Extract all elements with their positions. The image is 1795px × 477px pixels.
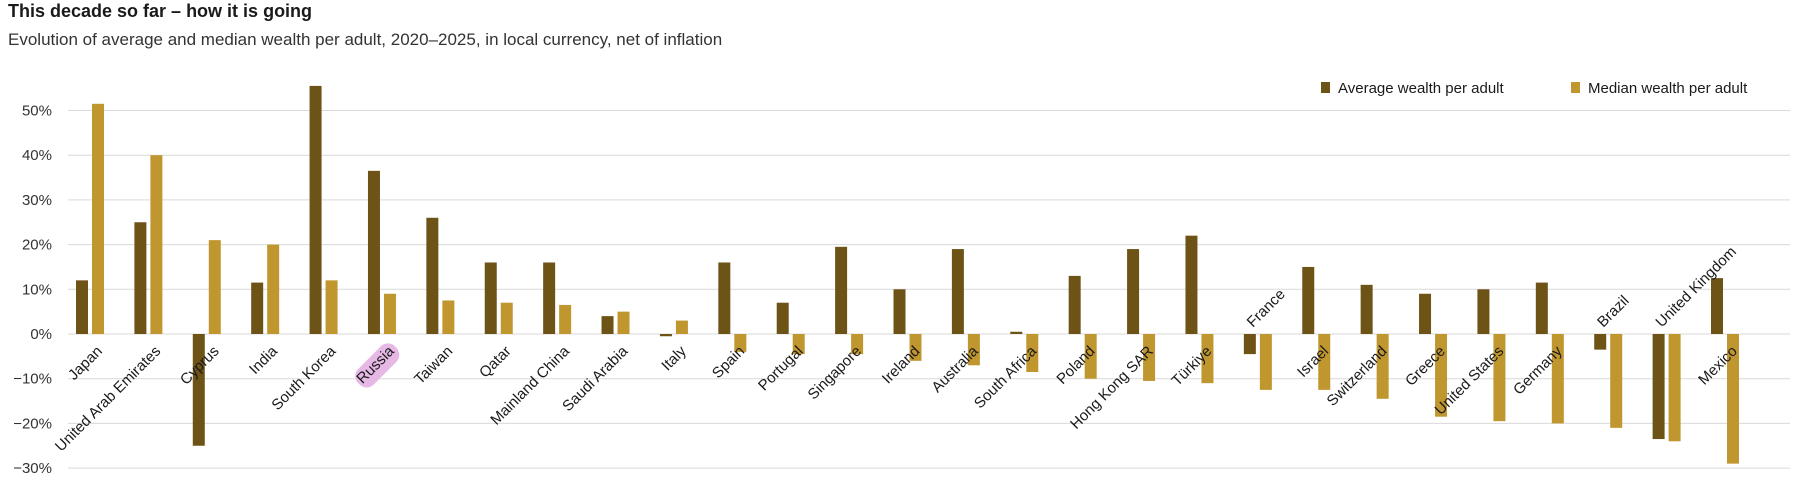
bar-average	[367, 170, 380, 334]
bar-median	[1610, 334, 1623, 428]
bar-average	[1594, 334, 1607, 350]
legend-swatch-median	[1571, 82, 1580, 93]
bar-average	[951, 249, 964, 334]
bar-median	[559, 304, 572, 334]
bar-median	[1259, 334, 1272, 390]
bar-average	[893, 289, 906, 334]
y-tick-label: −10%	[13, 371, 52, 388]
bar-average	[1243, 334, 1256, 355]
category-label: United Arab Emirates	[52, 343, 164, 455]
legend: Average wealth per adult Median wealth p…	[1321, 80, 1748, 97]
bar-average	[601, 316, 614, 334]
bar-average	[1652, 334, 1665, 440]
bar-average	[192, 334, 205, 446]
bar-average	[134, 222, 147, 334]
bar-average	[1360, 284, 1373, 334]
bar-median	[1727, 334, 1739, 464]
bar-median	[1668, 334, 1681, 442]
bar-median	[442, 300, 455, 334]
category-label: Italy	[658, 342, 690, 374]
bar-average	[1535, 282, 1548, 334]
y-tick-label: 10%	[22, 281, 52, 298]
bar-average	[426, 217, 439, 334]
bar-average	[1010, 331, 1023, 334]
y-tick-label: 0%	[30, 326, 52, 343]
category-label: France	[1244, 286, 1289, 331]
y-tick-label: 50%	[22, 103, 52, 120]
category-label: South Africa	[971, 342, 1041, 412]
category-label: Taiwan	[411, 343, 456, 388]
bar-median	[1143, 334, 1156, 381]
legend-label-median: Median wealth per adult	[1588, 80, 1748, 97]
bar-average	[1302, 266, 1315, 334]
bar-median	[1551, 334, 1564, 424]
y-tick-label: 30%	[22, 192, 52, 209]
bar-median	[617, 311, 630, 334]
bar-average	[1068, 275, 1081, 334]
bar-median	[1201, 334, 1214, 384]
y-tick-label: 20%	[22, 237, 52, 254]
category-label: Qatar	[476, 343, 515, 382]
bar-median	[325, 280, 338, 334]
y-tick-label: −30%	[13, 460, 52, 477]
bar-average	[76, 280, 88, 334]
bar-median	[500, 302, 513, 334]
bar-median	[150, 155, 163, 334]
bar-median	[1435, 334, 1448, 417]
bar-median	[92, 103, 104, 334]
category-label: Japan	[65, 343, 106, 384]
bar-average	[484, 262, 497, 334]
bar-average	[659, 334, 672, 337]
bar-average	[1127, 249, 1140, 334]
bar-median	[1318, 334, 1331, 390]
category-label: Portugal	[755, 343, 807, 395]
bar-average	[835, 246, 848, 334]
y-axis: 50% 40% 30% 20% 10% 0% −10% −20% −30%	[13, 103, 52, 477]
bar-average	[1185, 235, 1198, 334]
bars	[76, 85, 1739, 464]
category-label: Brazil	[1594, 292, 1633, 331]
category-label: India	[246, 342, 281, 377]
bar-median	[1084, 334, 1097, 379]
bar-average	[1711, 278, 1723, 334]
legend-swatch-average	[1321, 82, 1330, 93]
bar-median	[967, 334, 980, 366]
bar-average	[776, 302, 789, 334]
bar-median	[267, 244, 280, 334]
bar-average	[718, 262, 731, 334]
category-label: Singapore	[805, 343, 865, 403]
bar-median	[208, 240, 221, 334]
category-label: United Kingdom	[1652, 243, 1739, 330]
legend-label-average: Average wealth per adult	[1338, 80, 1504, 97]
bar-average	[543, 262, 556, 334]
bar-average	[251, 282, 264, 334]
bar-median	[1493, 334, 1506, 422]
bar-average	[1419, 293, 1432, 334]
bar-median	[851, 334, 864, 355]
y-tick-label: −20%	[13, 415, 52, 432]
category-label: Ireland	[879, 343, 923, 387]
chart-title: This decade so far – how it is going	[8, 1, 313, 21]
bar-median	[383, 293, 396, 334]
bar-median	[1026, 334, 1039, 372]
y-tick-label: 40%	[22, 147, 52, 164]
bar-median	[909, 334, 922, 361]
bar-median	[792, 334, 805, 355]
bar-median	[1376, 334, 1389, 399]
bar-average	[309, 85, 322, 334]
highlight-russia	[355, 343, 400, 388]
bar-average	[1477, 289, 1490, 334]
chart-subtitle: Evolution of average and median wealth p…	[8, 30, 723, 49]
bar-median	[734, 334, 747, 352]
category-label: Australia	[928, 342, 982, 396]
bar-median	[675, 320, 688, 334]
